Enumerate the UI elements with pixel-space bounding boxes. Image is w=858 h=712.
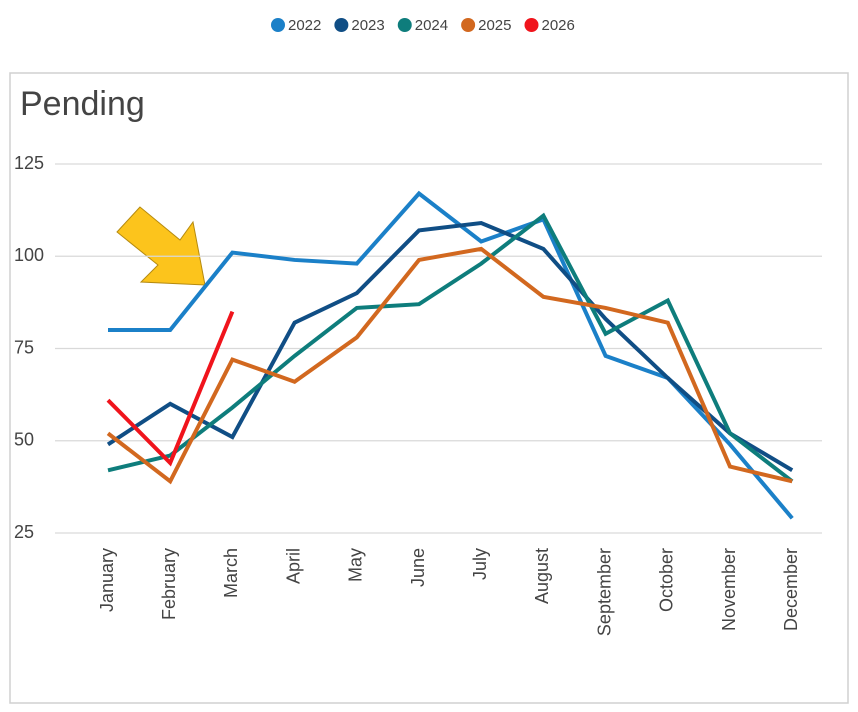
series-line — [106, 220, 794, 472]
x-tick-label: February — [159, 548, 179, 620]
y-tick-label: 75 — [14, 337, 34, 357]
chart-title: Pending — [20, 85, 145, 123]
x-tick-label: November — [719, 548, 739, 631]
legend-marker — [524, 18, 539, 32]
legend-marker — [271, 18, 285, 32]
legend-label: 2024 — [415, 17, 448, 34]
x-tick-label: December — [781, 548, 801, 631]
y-tick-label: 100 — [14, 245, 44, 265]
x-tick-label: September — [594, 548, 614, 636]
x-tick-label: April — [283, 548, 303, 584]
legend-label: 2026 — [542, 17, 575, 34]
x-tick-label: March — [221, 548, 241, 598]
x-tick-label: June — [408, 548, 428, 587]
legend-label: 2023 — [351, 17, 384, 34]
series-line — [106, 246, 793, 485]
series-line — [107, 212, 794, 483]
legend-label: 2025 — [478, 17, 511, 34]
y-tick-label: 125 — [14, 153, 44, 173]
series-line — [106, 310, 235, 467]
y-tick-label: 50 — [14, 430, 34, 450]
legend-marker — [334, 18, 349, 32]
legend-marker — [461, 18, 476, 32]
arrow — [116, 206, 206, 286]
x-tick-label: August — [532, 548, 552, 604]
y-tick-label: 25 — [14, 522, 34, 542]
x-tick-label: July — [470, 548, 490, 580]
x-tick-label: May — [346, 548, 366, 582]
legend-label: 2022 — [288, 17, 321, 34]
x-tick-label: October — [657, 548, 677, 612]
x-tick-label: January — [97, 548, 117, 612]
legend-marker — [397, 18, 412, 32]
